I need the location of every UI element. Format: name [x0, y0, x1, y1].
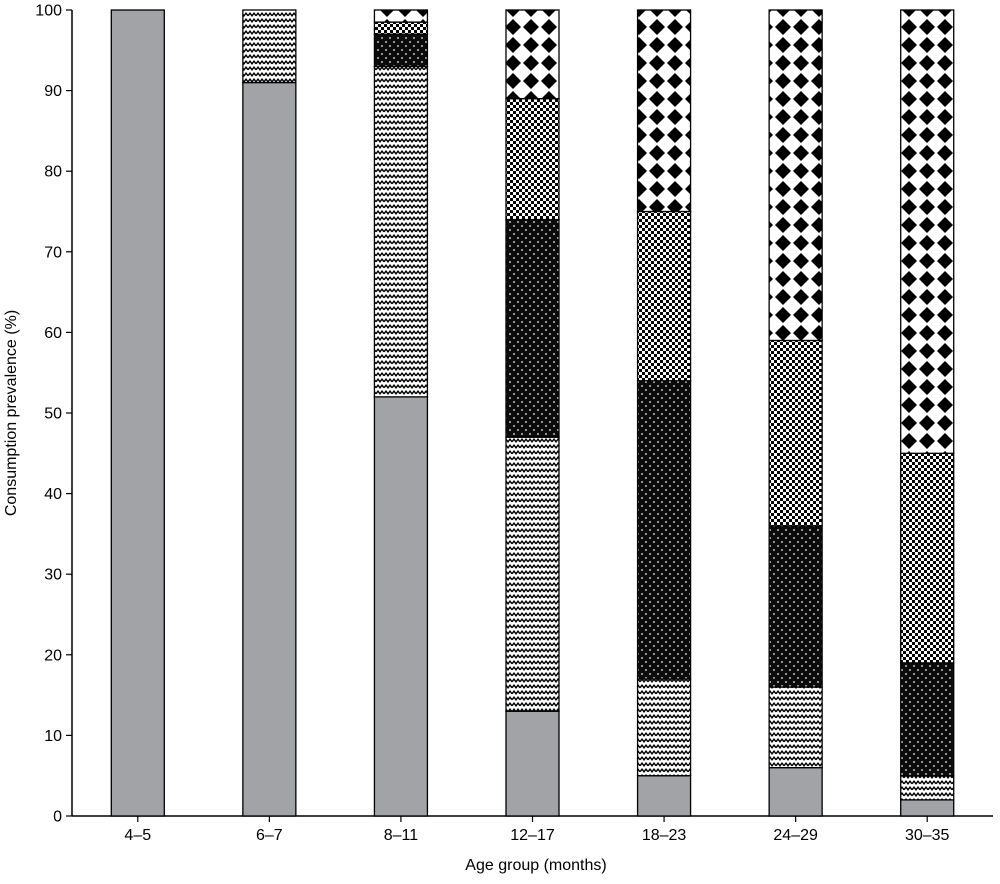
bar-segment-checker-small: [900, 452, 955, 664]
bar-segment-solid-grey: [900, 799, 955, 817]
y-tick-label: 40: [44, 486, 62, 503]
bar-segment-checker-small: [505, 98, 560, 221]
bar-segment-diamond: [636, 9, 692, 213]
bars-layer: [110, 9, 955, 817]
x-tick-label: 24–29: [773, 827, 818, 844]
bar-segment-zigzag: [373, 65, 429, 398]
y-tick-label: 50: [44, 406, 62, 423]
x-tick-label: 30–35: [905, 827, 950, 844]
bar-segment-zigzag: [768, 686, 823, 769]
bar-segment-zigzag: [636, 678, 692, 777]
bar-segment-dotted-black: [636, 380, 692, 680]
y-tick-label: 80: [44, 164, 62, 181]
x-axis-label: Age group (months): [465, 857, 606, 874]
bar-segment-solid-grey: [110, 9, 165, 817]
y-tick-label: 70: [44, 244, 62, 261]
bar-segment-dotted-black: [768, 525, 823, 688]
bar-segment-diamond: [373, 9, 429, 23]
bar-segment-zigzag: [242, 9, 297, 84]
y-tick-label: 20: [44, 647, 62, 664]
y-tick-label: 90: [44, 83, 62, 100]
x-tick-label: 6–7: [256, 827, 283, 844]
y-tick-label: 100: [35, 3, 62, 20]
bar-segment-zigzag: [505, 436, 560, 712]
bar-segment-solid-grey: [636, 775, 692, 817]
bar-segment-diamond: [900, 9, 955, 454]
x-tick-label: 8–11: [384, 827, 419, 844]
bar-segment-dotted-black: [900, 662, 955, 777]
bar-segment-solid-grey: [505, 710, 560, 817]
y-tick-label: 0: [53, 809, 62, 826]
y-tick-label: 30: [44, 567, 62, 584]
x-tick-label: 18–23: [642, 827, 687, 844]
bar-segment-checker-small: [636, 210, 692, 382]
bar-segment-solid-grey: [768, 766, 823, 817]
bar-segment-solid-grey: [373, 396, 429, 817]
bar-segment-checker-small: [768, 339, 823, 527]
axes-layer: 0 10 20 30 40 50 60 70 80 90 100 4–5 6–7 8–11 12–17 18–…: [35, 3, 993, 844]
bar-segment-zigzag: [900, 775, 955, 801]
y-axis-label: Consumption prevalence (%): [3, 310, 20, 516]
y-tick-label: 10: [44, 728, 62, 745]
x-tick-label: 4–5: [124, 827, 151, 844]
y-tick-label: 60: [44, 325, 62, 342]
bar-segment-dotted-black: [505, 218, 560, 438]
bar-segment-diamond: [768, 9, 823, 342]
bar-segment-checker-small: [373, 21, 429, 35]
x-tick-label: 12–17: [510, 827, 555, 844]
bar-segment-diamond: [505, 9, 560, 100]
bar-segment-solid-grey: [242, 81, 297, 817]
bar-segment-dotted-black: [373, 33, 429, 68]
